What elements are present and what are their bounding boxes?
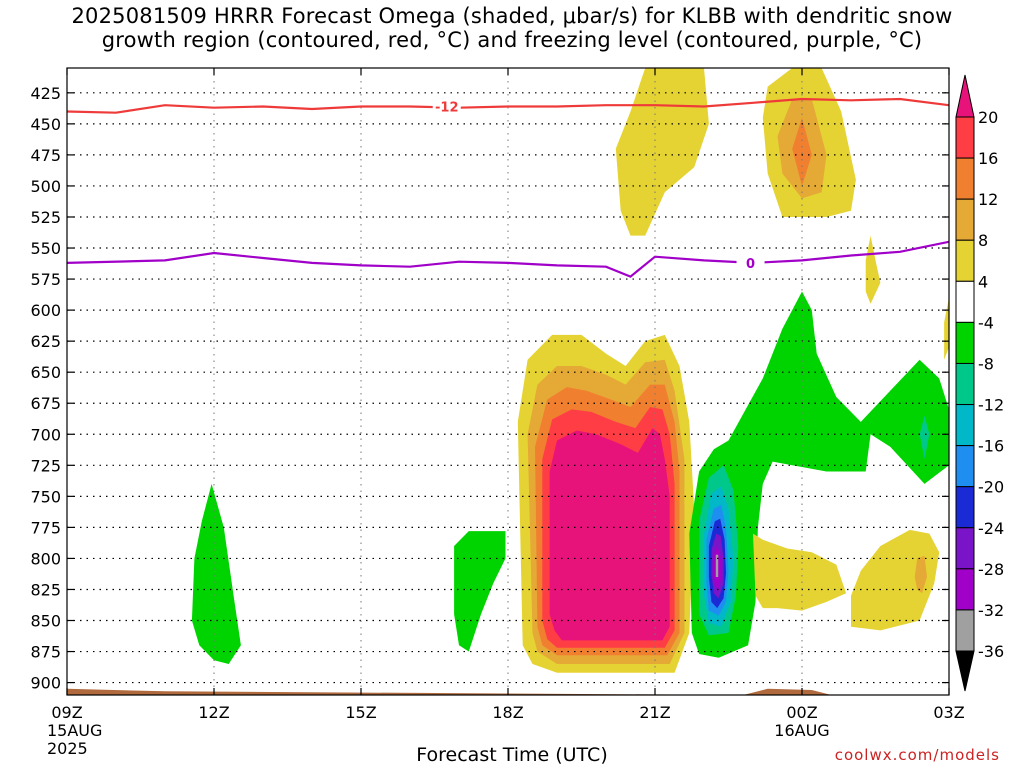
terrain — [67, 688, 949, 695]
shaded-regions — [191, 68, 949, 673]
omega-region-21 — [454, 531, 506, 652]
chart-title: 2025081509 HRRR Forecast Omega (shaded, … — [0, 4, 1024, 52]
y-tick-label-525: 525 — [30, 208, 61, 227]
y-tick-label-850: 850 — [30, 612, 61, 631]
colorbar: 20 16 12 8 4 -4 -8 -12 -16 -20 -24 -28 -32 -36 — [955, 74, 1004, 692]
colorbar-swatch-11 — [955, 568, 975, 611]
colorbar-swatch-8 — [955, 445, 975, 488]
colorbar-label-9: -20 — [978, 478, 1004, 497]
x-tick-label-18Z: 18Z — [492, 703, 523, 722]
colorbar-label-7: -12 — [978, 396, 1004, 415]
y-tick-label-750: 750 — [30, 487, 61, 506]
omega-region-11 — [689, 291, 949, 658]
colorbar-swatch-12 — [955, 609, 975, 652]
colorbar-label-8: -16 — [978, 437, 1004, 456]
y-tick-label-650: 650 — [30, 363, 61, 382]
y-tick-label-425: 425 — [30, 84, 61, 103]
colorbar-label-5: -4 — [978, 313, 994, 332]
colorbar-swatch-1 — [955, 157, 975, 200]
x-tick-label-03Z: 03Z — [933, 703, 964, 722]
x-tick-label-21Z: 21Z — [639, 703, 670, 722]
colorbar-swatch-10 — [955, 527, 975, 570]
colorbar-swatch-0 — [955, 116, 975, 159]
terrain-fill — [67, 688, 949, 695]
colorbar-top-arrow — [955, 74, 975, 118]
colorbar-label-13: -36 — [978, 642, 1004, 661]
contour-label-0: -12 — [435, 100, 459, 115]
omega-region-19 — [919, 415, 930, 460]
y-tick-label-800: 800 — [30, 549, 61, 568]
colorbar-label-2: 12 — [978, 190, 998, 209]
omega-region-4 — [865, 235, 881, 304]
y-tick-label-450: 450 — [30, 115, 61, 134]
colorbar-label-12: -32 — [978, 601, 1004, 620]
omega-region-10 — [549, 428, 670, 641]
y-tick-label-625: 625 — [30, 332, 61, 351]
colorbar-label-11: -28 — [978, 560, 1004, 579]
omega-region-18 — [715, 554, 719, 577]
x-axis-label: Forecast Time (UTC) — [416, 744, 608, 766]
y-axis: 425 450 475 500 525 550 575 600 625 650 675 700 725 7… — [30, 84, 949, 693]
colorbar-swatch-4 — [955, 280, 975, 323]
x-date-label-15AUG: 15AUG — [47, 721, 102, 740]
colorbar-label-0: 20 — [978, 108, 998, 127]
y-tick-label-875: 875 — [30, 643, 61, 662]
y-tick-label-725: 725 — [30, 456, 61, 475]
x-date-label-16AUG: 16AUG — [774, 721, 829, 740]
omega-region-3 — [792, 117, 812, 186]
colorbar-swatch-5 — [955, 321, 975, 364]
y-tick-label-825: 825 — [30, 580, 61, 599]
x-tick-label-00Z: 00Z — [786, 703, 817, 722]
contour-label-1: 0 — [746, 257, 755, 272]
omega-region-24 — [914, 555, 927, 594]
colorbar-label-6: -8 — [978, 354, 994, 373]
colorbar-swatch-6 — [955, 362, 975, 406]
colorbar-label-1: 16 — [978, 149, 998, 168]
y-tick-label-900: 900 — [30, 674, 61, 693]
x-year-label: 2025 — [47, 739, 88, 758]
contour-label-bg-0 — [432, 98, 461, 114]
x-tick-label-15Z: 15Z — [345, 703, 376, 722]
y-tick-label-775: 775 — [30, 518, 61, 537]
y-tick-label-475: 475 — [30, 146, 61, 165]
x-tick-label-12Z: 12Z — [198, 703, 229, 722]
colorbar-swatch-3 — [955, 239, 975, 282]
colorbar-swatch-2 — [955, 198, 975, 241]
y-tick-label-500: 500 — [30, 177, 61, 196]
x-tick-label-09Z: 09Z — [51, 703, 82, 722]
colorbar-label-10: -24 — [978, 519, 1004, 538]
grid — [67, 68, 949, 695]
omega-region-22 — [753, 533, 847, 611]
contour-line-0 — [67, 97, 949, 114]
y-tick-label-700: 700 — [30, 425, 61, 444]
y-tick-label-550: 550 — [30, 239, 61, 258]
colorbar-label-3: 8 — [978, 231, 988, 250]
omega-region-20 — [191, 483, 241, 664]
contour-label-bg-1 — [736, 254, 765, 270]
colorbar-bottom-arrow — [955, 650, 975, 692]
y-tick-label-675: 675 — [30, 394, 61, 413]
omega-region-5 — [944, 297, 949, 360]
contours: -12 0 — [67, 97, 949, 278]
colorbar-label-4: 4 — [978, 272, 988, 291]
y-tick-label-575: 575 — [30, 270, 61, 289]
title-line-2: growth region (contoured, red, °C) and f… — [101, 28, 923, 52]
title-line-1: 2025081509 HRRR Forecast Omega (shaded, … — [71, 4, 953, 28]
omega-region-0 — [615, 68, 709, 236]
y-tick-label-600: 600 — [30, 301, 61, 320]
credit-text: coolwx.com/models — [834, 746, 1000, 764]
colorbar-swatch-9 — [955, 486, 975, 529]
colorbar-swatch-7 — [955, 404, 975, 447]
contour-line-1 — [67, 240, 949, 278]
omega-region-23 — [851, 529, 940, 631]
